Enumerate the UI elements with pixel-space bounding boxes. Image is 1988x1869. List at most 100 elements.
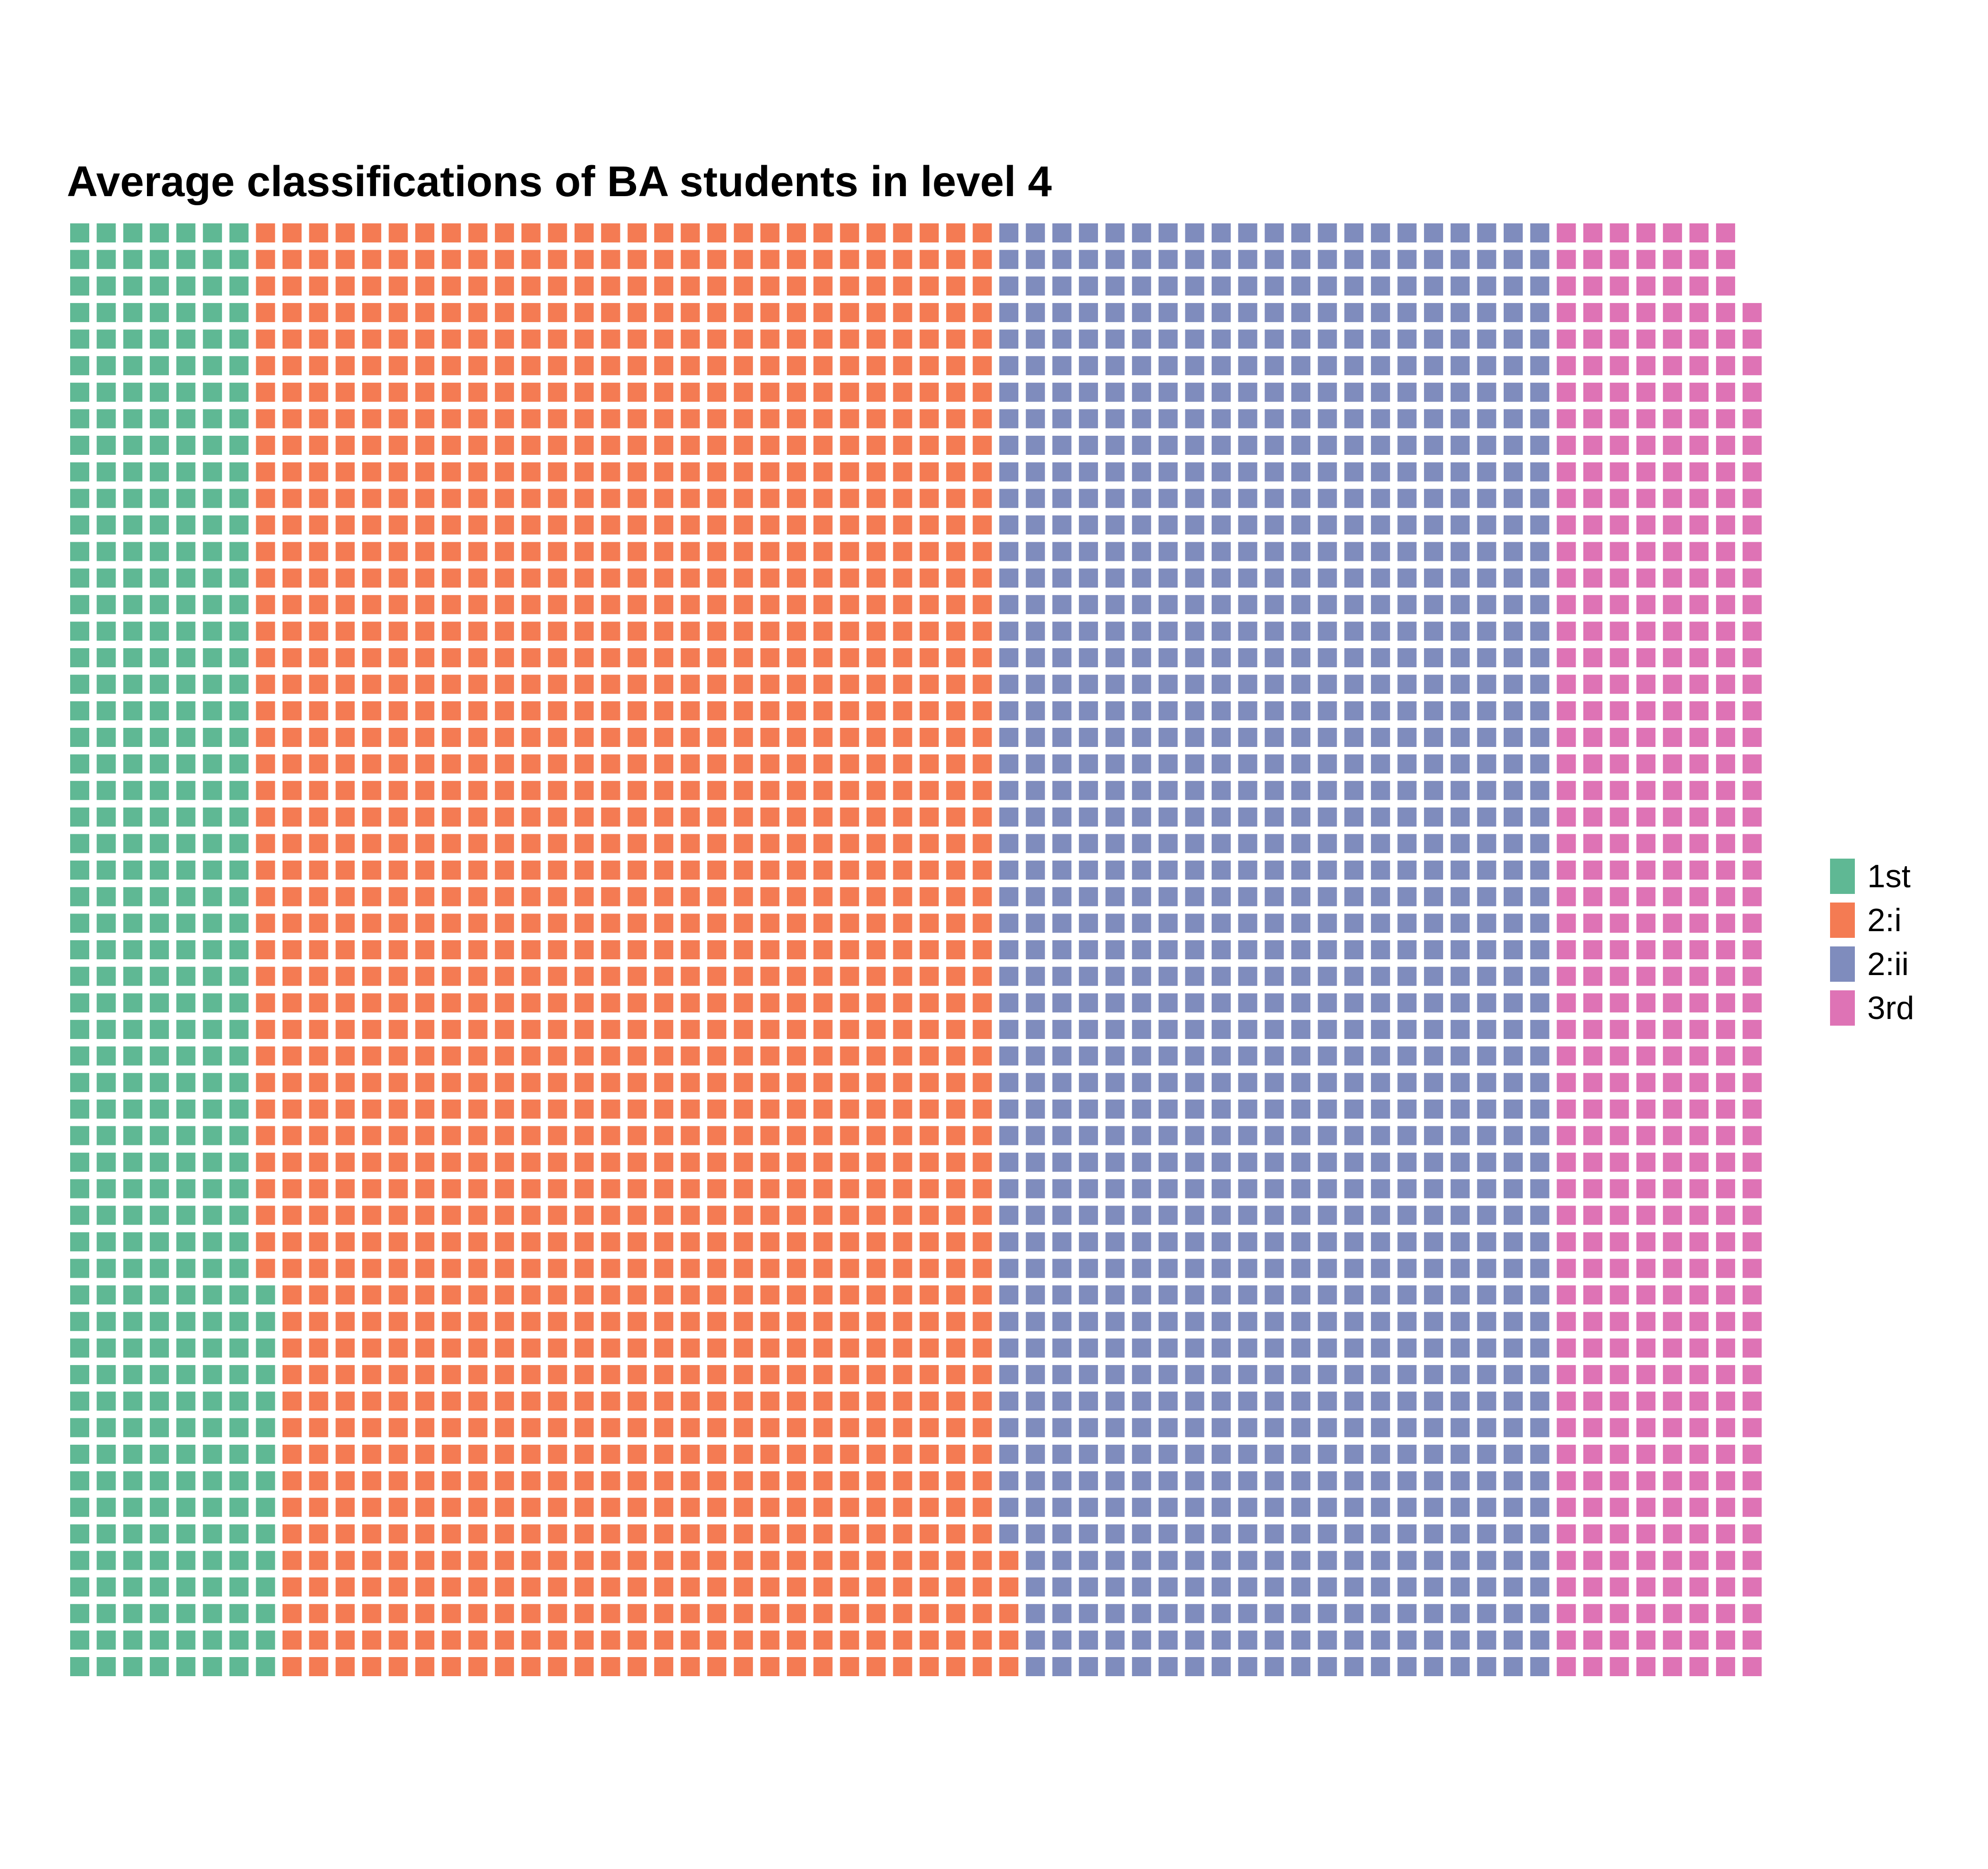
waffle-cell-2i [521, 276, 541, 296]
waffle-cell-2ii [999, 914, 1019, 933]
waffle-cell-2ii [1265, 1206, 1284, 1225]
waffle-cell-2ii [1105, 515, 1125, 535]
waffle-cell-2ii [1052, 1126, 1072, 1145]
waffle-cell-2ii [999, 276, 1019, 296]
waffle-cell-2i [283, 754, 302, 774]
waffle-cell-2ii [1185, 701, 1204, 721]
waffle-cell-1st [176, 940, 196, 959]
waffle-cell-3rd [1716, 781, 1736, 800]
waffle-cell-2ii [1318, 940, 1337, 959]
waffle-cell-2ii [1424, 1073, 1444, 1092]
waffle-cell-2i [628, 701, 647, 721]
waffle-cell-2ii [1477, 648, 1496, 668]
waffle-cell-2i [760, 648, 780, 668]
waffle-cell-2i [920, 1551, 939, 1570]
waffle-cell-2ii [1158, 993, 1178, 1013]
waffle-cell-3rd [1610, 914, 1629, 933]
waffle-cell-2i [654, 861, 673, 880]
waffle-cell-2i [787, 436, 806, 455]
waffle-cell-2i [654, 887, 673, 906]
waffle-cell-2i [787, 940, 806, 959]
waffle-cell-2ii [1238, 329, 1257, 349]
waffle-cell-2ii [1371, 1285, 1390, 1305]
waffle-cell-3rd [1742, 1577, 1762, 1597]
waffle-cell-1st [123, 436, 143, 455]
waffle-cell-2ii [1530, 1445, 1549, 1464]
waffle-cell-2i [733, 1418, 753, 1438]
waffle-cell-2ii [1185, 1206, 1204, 1225]
waffle-cell-2ii [1158, 940, 1178, 959]
waffle-cell-2ii [1265, 940, 1284, 959]
waffle-cell-1st [149, 409, 169, 429]
waffle-cell-3rd [1742, 674, 1762, 694]
waffle-cell-2i [388, 674, 408, 694]
waffle-cell-1st [229, 409, 249, 429]
waffle-cell-3rd [1583, 754, 1602, 774]
waffle-cell-3rd [1716, 462, 1736, 482]
waffle-cell-2i [495, 1179, 514, 1198]
waffle-cell-2i [548, 1524, 567, 1544]
waffle-cell-2i [441, 781, 461, 800]
waffle-cell-2ii [1078, 515, 1098, 535]
waffle-cell-3rd [1557, 1259, 1576, 1278]
waffle-cell-2i [283, 781, 302, 800]
waffle-cell-2ii [999, 648, 1019, 668]
waffle-cell-3rd [1557, 834, 1576, 853]
waffle-cell-2i [362, 276, 381, 296]
waffle-cell-2ii [1105, 728, 1125, 747]
waffle-cell-1st [70, 356, 89, 376]
waffle-cell-2i [920, 1285, 939, 1305]
waffle-cell-2ii [1158, 595, 1178, 614]
waffle-cell-1st [96, 648, 116, 668]
waffle-cell-1st [256, 1418, 275, 1438]
waffle-cell-2ii [1318, 1391, 1337, 1411]
waffle-cell-3rd [1610, 648, 1629, 668]
waffle-cell-2i [548, 1418, 567, 1438]
waffle-cell-2i [654, 595, 673, 614]
waffle-cell-1st [203, 515, 222, 535]
waffle-cell-2ii [1344, 861, 1364, 880]
waffle-cell-3rd [1742, 754, 1762, 774]
waffle-cell-2i [787, 1630, 806, 1650]
waffle-cell-1st [229, 542, 249, 561]
waffle-cell-1st [149, 1099, 169, 1119]
waffle-cell-2ii [1504, 834, 1523, 853]
waffle-cell-2ii [1318, 1099, 1337, 1119]
waffle-cell-2i [309, 648, 328, 668]
waffle-cell-2i [628, 1338, 647, 1358]
waffle-cell-2i [628, 250, 647, 269]
waffle-cell-2ii [1371, 356, 1390, 376]
waffle-cell-2ii [1450, 728, 1470, 747]
waffle-cell-2ii [1158, 1073, 1178, 1092]
waffle-cell-2i [575, 462, 594, 482]
waffle-cell-2i [707, 1577, 727, 1597]
waffle-cell-2i [920, 223, 939, 242]
waffle-cell-2i [521, 1577, 541, 1597]
waffle-cell-2i [362, 701, 381, 721]
waffle-cell-2i [415, 568, 435, 588]
waffle-cell-2i [283, 1657, 302, 1676]
waffle-cell-3rd [1583, 303, 1602, 322]
waffle-cell-2i [362, 1046, 381, 1066]
waffle-cell-3rd [1557, 1099, 1576, 1119]
waffle-cell-1st [203, 1577, 222, 1597]
waffle-cell-2ii [1185, 1312, 1204, 1331]
waffle-cell-1st [96, 1630, 116, 1650]
waffle-cell-3rd [1583, 728, 1602, 747]
waffle-cell-2i [335, 1019, 355, 1039]
waffle-cell-2ii [1265, 542, 1284, 561]
waffle-cell-2i [787, 1232, 806, 1251]
waffle-cell-3rd [1583, 489, 1602, 508]
waffle-cell-2i [733, 1551, 753, 1570]
waffle-cell-2i [548, 807, 567, 827]
waffle-cell-2ii [1105, 966, 1125, 986]
waffle-cell-2ii [1212, 250, 1231, 269]
waffle-cell-2ii [1291, 1577, 1310, 1597]
waffle-cell-2i [733, 1312, 753, 1331]
waffle-cell-2i [707, 674, 727, 694]
waffle-cell-3rd [1716, 276, 1736, 296]
waffle-cell-2i [840, 1153, 859, 1172]
waffle-cell-2i [309, 754, 328, 774]
waffle-cell-1st [149, 834, 169, 853]
waffle-cell-2ii [1265, 648, 1284, 668]
